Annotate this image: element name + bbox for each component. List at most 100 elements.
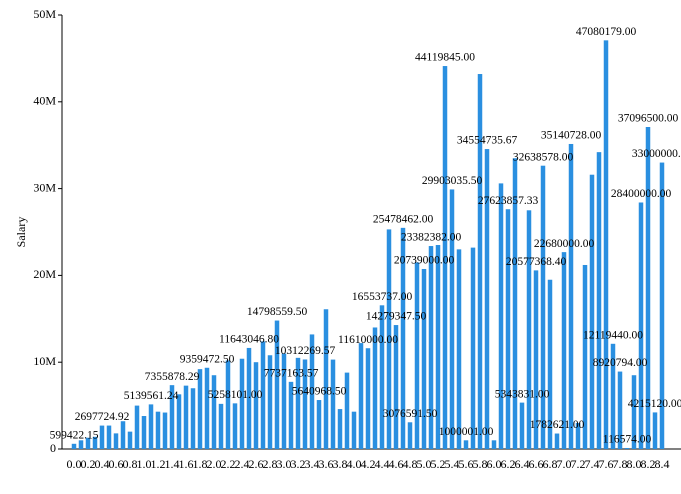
value-label: 29903035.50 — [422, 175, 483, 187]
bar — [491, 440, 497, 449]
x-tick-label: 4.6 — [389, 457, 404, 471]
bar — [344, 372, 350, 449]
bar — [78, 440, 84, 449]
bar — [71, 443, 77, 449]
bar — [512, 158, 518, 449]
value-label: 7737163.57 — [264, 367, 319, 379]
x-tick-label: 5.0 — [417, 457, 432, 471]
x-tick-label: 7.6 — [599, 457, 614, 471]
value-label: 28400000.00 — [611, 188, 672, 200]
x-tick-label: 5.6 — [459, 457, 474, 471]
value-label: 11643046.80 — [219, 334, 279, 346]
y-tick-label: 10M — [33, 354, 56, 368]
bar — [225, 360, 231, 449]
value-label: 37096500.00 — [618, 113, 679, 125]
bar — [575, 422, 581, 449]
value-label: 599422.15 — [50, 429, 99, 441]
bar — [176, 394, 182, 449]
y-tick-label: 40M — [33, 94, 56, 108]
bar — [183, 385, 189, 449]
bar — [246, 347, 252, 449]
bar — [540, 165, 546, 449]
bar — [624, 447, 630, 449]
bar — [407, 422, 413, 449]
value-label: 33000000.00 — [632, 148, 681, 160]
bar — [99, 425, 105, 449]
value-label: 10312269.57 — [275, 345, 336, 357]
bar — [554, 433, 560, 449]
x-tick-label: 6.0 — [487, 457, 502, 471]
bar — [589, 174, 595, 449]
bar — [652, 412, 658, 449]
value-label: 7355878.29 — [145, 371, 200, 383]
bar — [155, 411, 161, 449]
bar — [596, 152, 602, 450]
bar — [218, 403, 224, 449]
bar — [295, 357, 301, 449]
bar — [603, 40, 609, 449]
value-label: 14279347.50 — [366, 311, 427, 323]
x-tick-label: 7.0 — [557, 457, 572, 471]
y-tick-label: 0 — [50, 441, 56, 455]
bar — [400, 227, 406, 449]
bar — [386, 229, 392, 449]
bar — [120, 421, 126, 449]
value-label: 14798559.50 — [247, 306, 308, 318]
value-label: 27623857.33 — [478, 195, 539, 207]
bar — [435, 245, 441, 449]
value-label: 5343831.00 — [495, 388, 550, 400]
bar — [204, 367, 210, 449]
bar — [421, 268, 427, 449]
bar — [253, 362, 259, 449]
bar — [561, 252, 567, 449]
x-tick-label: 5.4 — [445, 457, 460, 471]
x-tick-label: 3.2 — [291, 457, 306, 471]
x-tick-label: 1.8 — [193, 457, 208, 471]
value-label: 20577368.40 — [506, 256, 567, 268]
bar — [463, 440, 469, 449]
bar — [281, 353, 287, 449]
x-tick-label: 6.4 — [515, 457, 530, 471]
x-tick-label: 2.8 — [263, 457, 278, 471]
y-tick-label: 50M — [33, 7, 56, 21]
bar — [379, 305, 385, 449]
x-tick-label: 1.2 — [151, 457, 166, 471]
bar — [610, 343, 616, 449]
bar — [85, 437, 91, 449]
bar — [106, 425, 112, 449]
bar — [645, 127, 651, 449]
bar — [519, 402, 525, 449]
bar — [169, 385, 175, 449]
bar — [337, 409, 343, 449]
x-tick-label: 8.0 — [627, 457, 642, 471]
bar — [274, 320, 280, 449]
value-label: 5258101.00 — [208, 389, 263, 401]
x-tick-label: 3.6 — [319, 457, 334, 471]
bar — [414, 262, 420, 449]
value-label: 25478462.00 — [373, 213, 434, 225]
value-label: 32638578.00 — [513, 151, 574, 163]
value-label: 9359472.50 — [180, 353, 235, 365]
x-tick-label: 4.0 — [347, 457, 362, 471]
y-tick-label: 20M — [33, 267, 56, 281]
bar — [113, 433, 119, 449]
x-tick-label: 1.6 — [179, 457, 194, 471]
x-tick-label: 7.4 — [585, 457, 600, 471]
x-tick-label: 5.8 — [473, 457, 488, 471]
x-tick-label: 7.2 — [571, 457, 586, 471]
x-tick-label: 6.6 — [529, 457, 544, 471]
x-tick-label: 4.4 — [375, 457, 390, 471]
bar — [372, 327, 378, 449]
bar — [365, 348, 371, 449]
bar — [134, 405, 140, 449]
bar — [316, 400, 322, 449]
value-label: 2697724.92 — [75, 411, 130, 423]
bar — [239, 358, 245, 449]
bar — [197, 369, 203, 449]
value-label: 4215120.00 — [628, 398, 681, 410]
x-tick-label: 6.2 — [501, 457, 516, 471]
bar — [638, 202, 644, 449]
value-label: 34554735.67 — [457, 135, 518, 147]
value-label: 20739000.00 — [394, 255, 455, 267]
